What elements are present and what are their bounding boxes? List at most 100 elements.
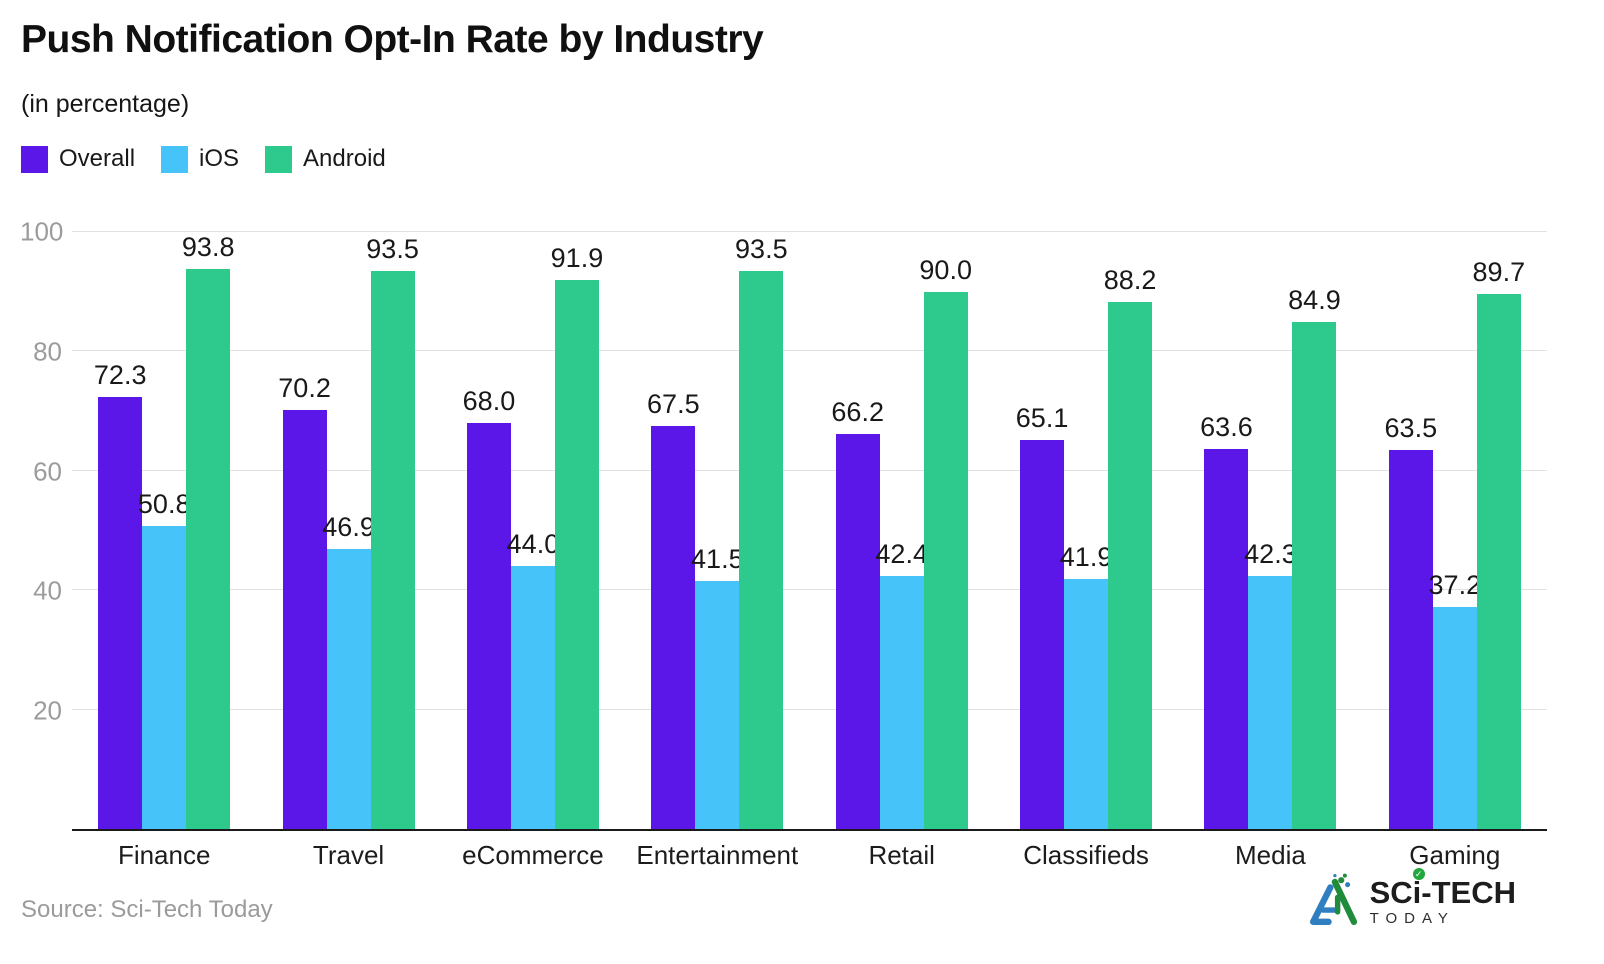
value-label: 93.8 [181, 232, 235, 263]
bar-overall-classifieds: 65.1 [1016, 403, 1068, 829]
value-label: 50.8 [137, 488, 191, 519]
bar-android-travel: 93.5 [366, 234, 419, 829]
value-label: 65.1 [1015, 403, 1069, 434]
value-label: 89.7 [1472, 256, 1526, 287]
bar-ios-entertainment: 41.5 [691, 544, 744, 829]
legend: Overall iOS Android [21, 145, 386, 173]
legend-label: Android [303, 145, 386, 172]
value-label: 41.9 [1059, 541, 1113, 572]
bar-groups: 72.3 50.8 93.8 70.2 46.9 93.5 68.0 44.0 91.9 67.5… [72, 232, 1547, 829]
scitech-logo-mark-icon [1309, 873, 1357, 926]
bar-ios-ecommerce: 44.0 [507, 529, 559, 829]
bar-android-gaming: 89.7 [1473, 257, 1525, 829]
scitech-logo-sub: TODAY [1369, 909, 1455, 927]
legend-swatch-ios [161, 145, 189, 173]
legend-label: Overall [59, 145, 136, 172]
bar-overall-gaming: 63.5 [1385, 413, 1437, 829]
plot-area: 72.3 50.8 93.8 70.2 46.9 93.5 68.0 44.0 91.9 67.5… [72, 231, 1547, 831]
bar-android-media: 84.9 [1288, 285, 1341, 829]
legend-label: iOS [199, 145, 240, 172]
x-axis-label-gaming: Gaming [1409, 840, 1501, 870]
value-label: 68.0 [462, 386, 516, 417]
value-label: 72.3 [93, 360, 147, 391]
bar-android-ecommerce: 91.9 [551, 243, 603, 829]
bar-group-gaming: 63.5 37.2 89.7 [1363, 232, 1547, 829]
value-label: 66.2 [831, 396, 884, 427]
page-title: Push Notification Opt-In Rate by Industr… [21, 18, 764, 61]
x-axis-label-ecommerce: eCommerce [462, 840, 604, 870]
value-label: 63.5 [1384, 412, 1438, 443]
value-label: 63.6 [1200, 412, 1253, 443]
value-label: 46.9 [322, 512, 375, 543]
legend-swatch-overall [21, 145, 48, 173]
bar-ios-media: 42.3 [1244, 539, 1297, 829]
gridline-60 [72, 469, 1547, 471]
bar-ios-travel: 46.9 [322, 512, 375, 829]
bar-android-retail: 90.0 [919, 255, 972, 829]
value-label: 90.0 [919, 254, 972, 285]
gridline-100 [72, 231, 1547, 232]
bar-ios-gaming: 37.2 [1429, 570, 1481, 829]
check-icon: ✓ [1412, 867, 1425, 880]
source-note: Source: Sci-Tech Today [21, 896, 273, 923]
bar-group-travel: 70.2 46.9 93.5 [256, 232, 440, 829]
value-label: 91.9 [550, 243, 604, 274]
bar-overall-entertainment: 67.5 [647, 389, 700, 829]
value-label: 42.4 [875, 538, 928, 569]
value-label: 42.3 [1244, 539, 1297, 570]
x-axis-label-retail: Retail [868, 840, 935, 870]
legend-item-overall: Overall [21, 145, 135, 173]
bar-group-entertainment: 67.5 41.5 93.5 [625, 232, 809, 829]
x-axis-label-finance: Finance [117, 840, 211, 870]
gridline-20 [72, 708, 1547, 710]
gridline-40 [72, 589, 1547, 591]
legend-item-ios: iOS [161, 145, 239, 173]
bar-overall-media: 63.6 [1200, 412, 1253, 829]
value-label: 41.5 [691, 544, 744, 575]
bar-overall-retail: 66.2 [831, 397, 884, 829]
x-axis-label-travel: Travel [312, 840, 385, 870]
y-axis-label-100: 100 [20, 216, 64, 247]
bar-overall-travel: 70.2 [278, 373, 331, 829]
bar-overall-ecommerce: 68.0 [463, 386, 515, 829]
value-label: 37.2 [1428, 569, 1482, 600]
logo-part-i: ✓ i [1412, 867, 1425, 910]
scitech-logo-line1: SC ✓ i -TECH [1369, 867, 1516, 910]
x-axis-label-classifieds: Classifieds [1023, 840, 1149, 870]
y-axis-label-60: 60 [33, 456, 62, 487]
bar-group-retail: 66.2 42.4 90.0 [810, 232, 994, 829]
bar-chart: 72.3 50.8 93.8 70.2 46.9 93.5 68.0 44.0 91.9 67.5… [20, 217, 1547, 833]
x-axis-labels: Finance Travel eCommerce Entertainment Retai… [72, 840, 1547, 871]
scitech-logo-text: SC ✓ i -TECH TODAY [1369, 867, 1516, 927]
bar-ios-classifieds: 41.9 [1060, 542, 1112, 829]
value-label: 44.0 [506, 529, 560, 560]
x-axis-label-entertainment: Entertainment [636, 840, 799, 870]
bar-android-finance: 93.8 [182, 232, 234, 829]
bar-group-media: 63.6 42.3 84.9 [1178, 232, 1362, 829]
bar-group-finance: 72.3 50.8 93.8 [72, 232, 256, 829]
gridline-80 [72, 350, 1547, 352]
value-label: 88.2 [1103, 265, 1157, 296]
legend-swatch-android [265, 145, 293, 173]
bar-ios-finance: 50.8 [138, 489, 190, 829]
value-label: 70.2 [278, 372, 331, 403]
y-axis-label-40: 40 [33, 575, 62, 606]
bar-overall-finance: 72.3 [94, 360, 146, 829]
value-label: 93.5 [735, 233, 788, 264]
scitech-logo: SC ✓ i -TECH TODAY [1305, 867, 1516, 930]
value-label: 67.5 [647, 389, 700, 420]
logo-part-tech: -TECH [1421, 874, 1516, 910]
chart-subtitle: (in percentage) [21, 90, 190, 118]
bar-group-classifieds: 65.1 41.9 88.2 [994, 232, 1178, 829]
y-axis-label-80: 80 [33, 336, 62, 367]
bar-android-classifieds: 88.2 [1104, 265, 1156, 829]
value-label: 84.9 [1288, 285, 1341, 316]
x-axis-label-media: Media [1235, 840, 1306, 870]
logo-i-letter: i [1412, 874, 1422, 910]
logo-part-sc: SC [1369, 874, 1413, 910]
bar-android-entertainment: 93.5 [735, 234, 788, 829]
legend-item-android: Android [265, 145, 386, 173]
bar-ios-retail: 42.4 [875, 539, 928, 829]
y-axis-label-20: 20 [33, 695, 62, 726]
